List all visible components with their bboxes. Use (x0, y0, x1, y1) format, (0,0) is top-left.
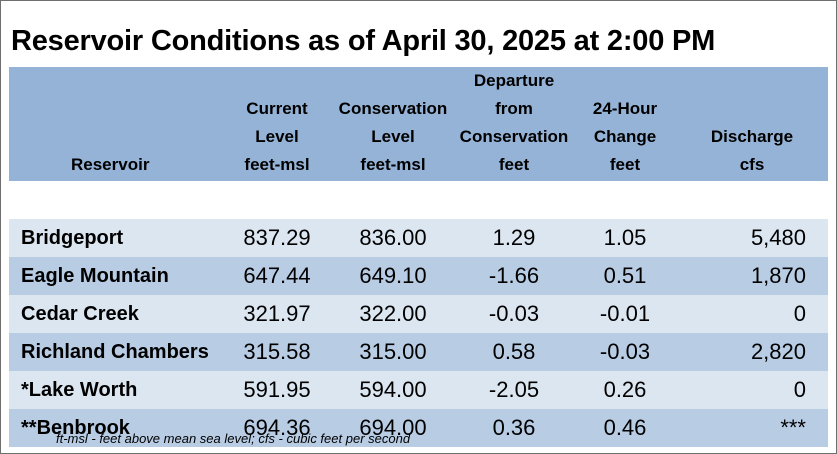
change-24h: 1.05 (574, 219, 676, 257)
reservoir-name: Eagle Mountain (9, 257, 222, 295)
discharge: 0 (676, 371, 828, 409)
departure: 0.36 (454, 409, 574, 447)
reservoir-name: Cedar Creek (9, 295, 222, 333)
current-level: 647.44 (222, 257, 332, 295)
departure: -1.66 (454, 257, 574, 295)
conservation-level: 322.00 (332, 295, 454, 333)
table-row: *Lake Worth 591.95 594.00 -2.05 0.26 0 (9, 371, 828, 409)
table-row: Richland Chambers 315.58 315.00 0.58 -0.… (9, 333, 828, 371)
current-level: 591.95 (222, 371, 332, 409)
reservoir-name: *Lake Worth (9, 371, 222, 409)
header-discharge-unit: cfs (676, 151, 828, 181)
header-conservation-line-1: Conservation (332, 95, 454, 123)
header-change-line-1: 24-Hour (574, 95, 676, 123)
departure: -2.05 (454, 371, 574, 409)
header-departure-line-3: Conservation (454, 123, 574, 151)
header-departure-unit: feet (454, 151, 574, 181)
conservation-level: 836.00 (332, 219, 454, 257)
table-row: Bridgeport 837.29 836.00 1.29 1.05 5,480 (9, 219, 828, 257)
header-change-unit: feet (574, 151, 676, 181)
reservoir-name: Bridgeport (9, 219, 222, 257)
table-row: **Benbrook 694.36 694.00 0.36 0.46 *** (9, 409, 828, 447)
header-current-unit: feet-msl (222, 151, 332, 181)
header-current-line-2: Level (222, 123, 332, 151)
current-level: 315.58 (222, 333, 332, 371)
header-conservation-unit: feet-msl (332, 151, 454, 181)
header-spacer (9, 67, 222, 95)
discharge: 1,870 (676, 257, 828, 295)
conservation-level: 694.00 (332, 409, 454, 447)
table-body: Bridgeport 837.29 836.00 1.29 1.05 5,480… (9, 181, 828, 447)
discharge: 5,480 (676, 219, 828, 257)
change-24h: -0.03 (574, 333, 676, 371)
reservoir-name: **Benbrook (9, 409, 222, 447)
table-header: Departure Current Conservation from 24-H… (9, 67, 828, 181)
current-level: 837.29 (222, 219, 332, 257)
header-change-line-2: Change (574, 123, 676, 151)
page-title: Reservoir Conditions as of April 30, 202… (11, 25, 716, 57)
conservation-level: 649.10 (332, 257, 454, 295)
footnote: ft-msl - feet above mean sea level; cfs … (56, 431, 411, 446)
current-level: 321.97 (222, 295, 332, 333)
reservoir-table: Departure Current Conservation from 24-H… (9, 67, 828, 447)
conservation-level: 315.00 (332, 333, 454, 371)
header-discharge-line-1: Discharge (676, 123, 828, 151)
change-24h: 0.46 (574, 409, 676, 447)
header-departure-line-1: Departure (454, 67, 574, 95)
header-conservation-line-2: Level (332, 123, 454, 151)
discharge: 0 (676, 295, 828, 333)
departure: 1.29 (454, 219, 574, 257)
departure: -0.03 (454, 295, 574, 333)
discharge: 2,820 (676, 333, 828, 371)
change-24h: -0.01 (574, 295, 676, 333)
current-level: 694.36 (222, 409, 332, 447)
header-departure-line-2: from (454, 95, 574, 123)
departure: 0.58 (454, 333, 574, 371)
reservoir-name: Richland Chambers (9, 333, 222, 371)
change-24h: 0.26 (574, 371, 676, 409)
conservation-level: 594.00 (332, 371, 454, 409)
header-current-line-1: Current (222, 95, 332, 123)
header-reservoir: Reservoir (9, 151, 222, 181)
table-row: Eagle Mountain 647.44 649.10 -1.66 0.51 … (9, 257, 828, 295)
change-24h: 0.51 (574, 257, 676, 295)
table-row: Cedar Creek 321.97 322.00 -0.03 -0.01 0 (9, 295, 828, 333)
discharge: *** (676, 409, 828, 447)
